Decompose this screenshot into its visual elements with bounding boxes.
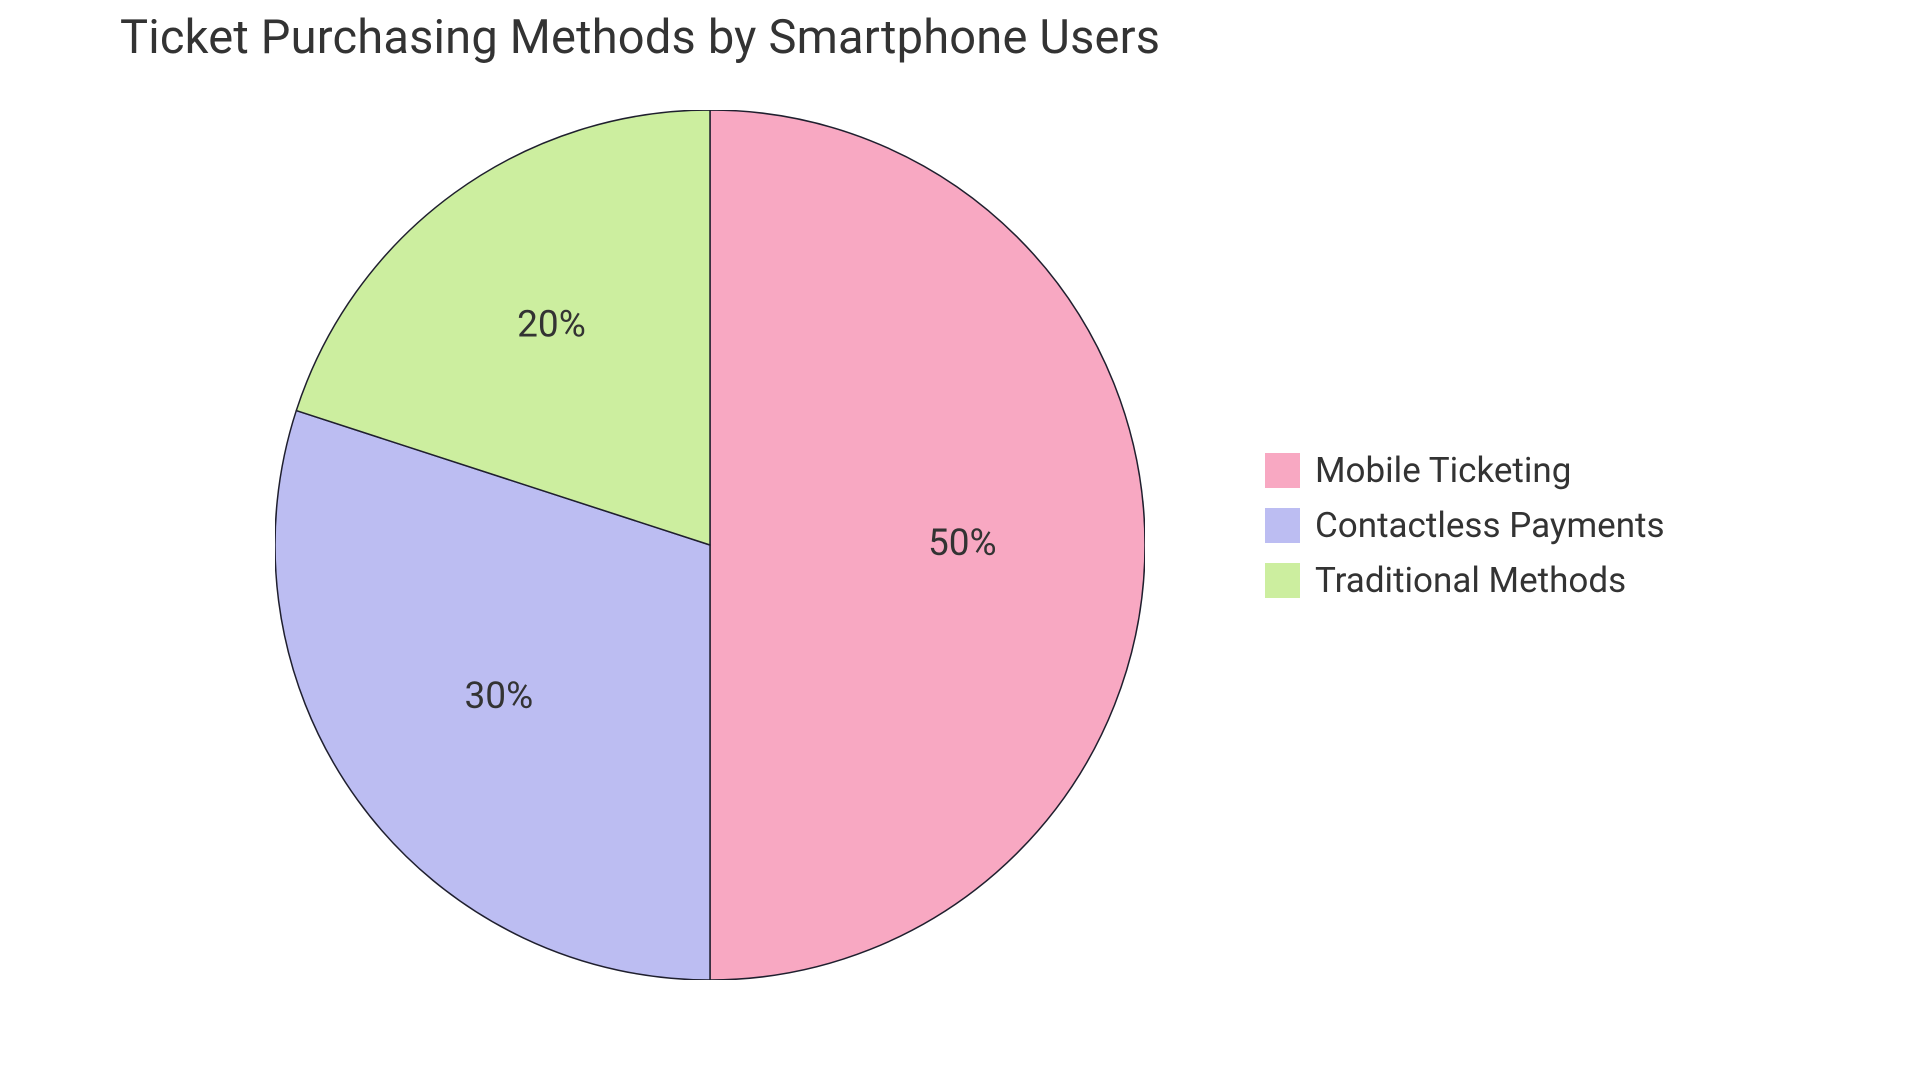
pie-chart: 50% 30% 20% [275, 110, 1145, 980]
slice-label: 20% [517, 304, 586, 347]
legend-swatch [1265, 508, 1300, 543]
legend-item: Traditional Methods [1265, 560, 1665, 601]
slice-label: 30% [464, 675, 533, 718]
legend-label: Traditional Methods [1315, 560, 1626, 601]
legend-swatch [1265, 563, 1300, 598]
chart-container: Ticket Purchasing Methods by Smartphone … [0, 0, 1920, 1080]
legend-label: Contactless Payments [1315, 505, 1665, 546]
legend-item: Mobile Ticketing [1265, 450, 1665, 491]
legend: Mobile Ticketing Contactless Payments Trad… [1265, 450, 1665, 615]
slice-label: 50% [928, 522, 997, 565]
chart-title: Ticket Purchasing Methods by Smartphone … [120, 10, 1160, 65]
legend-label: Mobile Ticketing [1315, 450, 1571, 491]
legend-swatch [1265, 453, 1300, 488]
legend-item: Contactless Payments [1265, 505, 1665, 546]
